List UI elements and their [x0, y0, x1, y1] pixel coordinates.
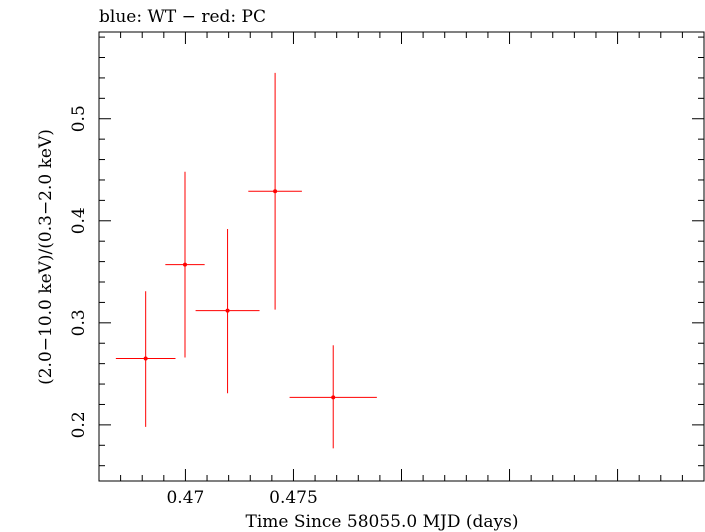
- axis-ticks: [98, 32, 705, 481]
- y-tick-label: 0.3: [69, 309, 89, 336]
- x-tick-label: 0.47: [166, 488, 204, 508]
- data-point: [248, 72, 302, 310]
- tick-labels: 0.47 0.475 0.2 0.3 0.4 0.5: [69, 105, 318, 508]
- data-point: [289, 345, 377, 449]
- data-point: [115, 291, 176, 427]
- chart-title: blue: WT − red: PC: [99, 7, 266, 27]
- y-tick-label: 0.4: [69, 207, 89, 234]
- x-tick-label: 0.475: [269, 488, 318, 508]
- data-marker: [143, 356, 148, 361]
- data-series: [115, 72, 377, 449]
- data-marker: [182, 262, 187, 267]
- data-marker: [225, 308, 230, 313]
- data-point: [195, 228, 260, 394]
- y-tick-label: 0.2: [69, 411, 89, 438]
- data-marker: [331, 395, 336, 400]
- y-tick-label: 0.5: [69, 105, 89, 132]
- x-axis-label: Time Since 58055.0 MJD (days): [246, 512, 519, 532]
- data-marker: [273, 189, 278, 194]
- y-axis-label: (2.0−10.0 keV)/(0.3−2.0 keV): [36, 129, 56, 385]
- data-point: [165, 171, 205, 358]
- plot-frame: [98, 31, 705, 482]
